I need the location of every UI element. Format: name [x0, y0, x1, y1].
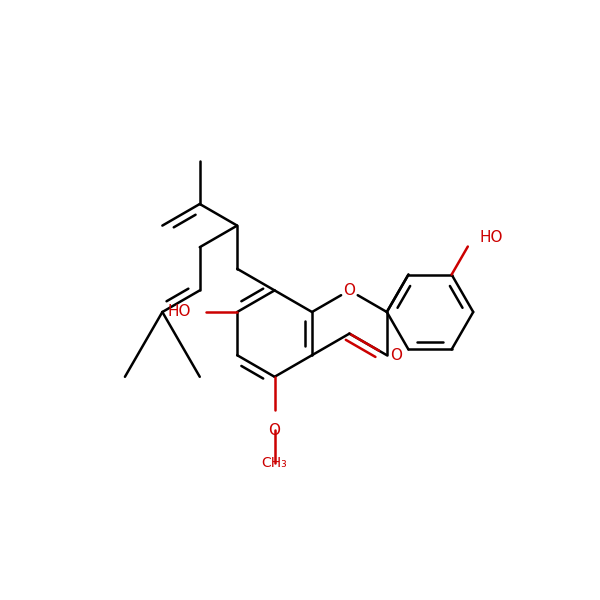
Text: HO: HO	[167, 304, 191, 319]
Text: O: O	[269, 423, 281, 438]
Text: O: O	[390, 348, 402, 362]
Text: HO: HO	[479, 230, 503, 245]
Text: O: O	[343, 283, 355, 298]
Text: CH₃: CH₃	[262, 456, 287, 470]
